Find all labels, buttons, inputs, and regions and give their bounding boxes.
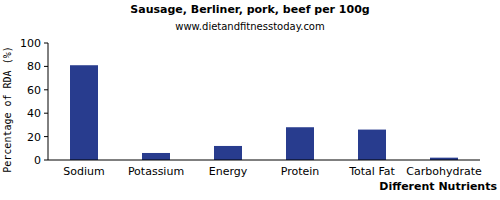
- bars: [70, 65, 458, 160]
- x-tick-label: Carbohydrate: [406, 165, 482, 178]
- y-tick-label: 0: [34, 154, 41, 167]
- y-tick-label: 80: [27, 60, 41, 73]
- title: Sausage, Berliner, pork, beef per 100g: [130, 3, 369, 16]
- x-tick-label: Potassium: [128, 165, 184, 178]
- y-tick: [44, 66, 48, 67]
- chart-svg: Sausage, Berliner, pork, beef per 100g ww…: [0, 0, 500, 200]
- chart-container: Sausage, Berliner, pork, beef per 100g ww…: [0, 0, 500, 200]
- y-tick-label: 60: [27, 84, 41, 97]
- bar: [142, 153, 170, 160]
- y-tick: [44, 89, 48, 90]
- x-tick-label: Total Fat: [348, 165, 395, 178]
- bar: [70, 65, 98, 160]
- x-tick-label: Energy: [209, 165, 248, 178]
- y-tick-label: 20: [27, 131, 41, 144]
- y-tick: [44, 43, 48, 44]
- x-axis-label: Different Nutrients: [379, 180, 497, 193]
- bar: [286, 127, 314, 160]
- y-tick-label: 40: [27, 107, 41, 120]
- x-tick-label: Protein: [281, 165, 320, 178]
- y-tick: [44, 160, 48, 161]
- y-axis-label: Percentage of RDA (%): [2, 46, 13, 172]
- subtitle: www.dietandfitnesstoday.com: [175, 21, 324, 32]
- bar: [358, 130, 386, 160]
- x-tick-label: Sodium: [63, 165, 104, 178]
- y-tick: [44, 136, 48, 137]
- x-axis: [48, 160, 480, 161]
- y-tick: [44, 113, 48, 114]
- bar: [214, 146, 242, 160]
- y-axis: [48, 43, 49, 160]
- y-tick-label: 100: [20, 37, 41, 50]
